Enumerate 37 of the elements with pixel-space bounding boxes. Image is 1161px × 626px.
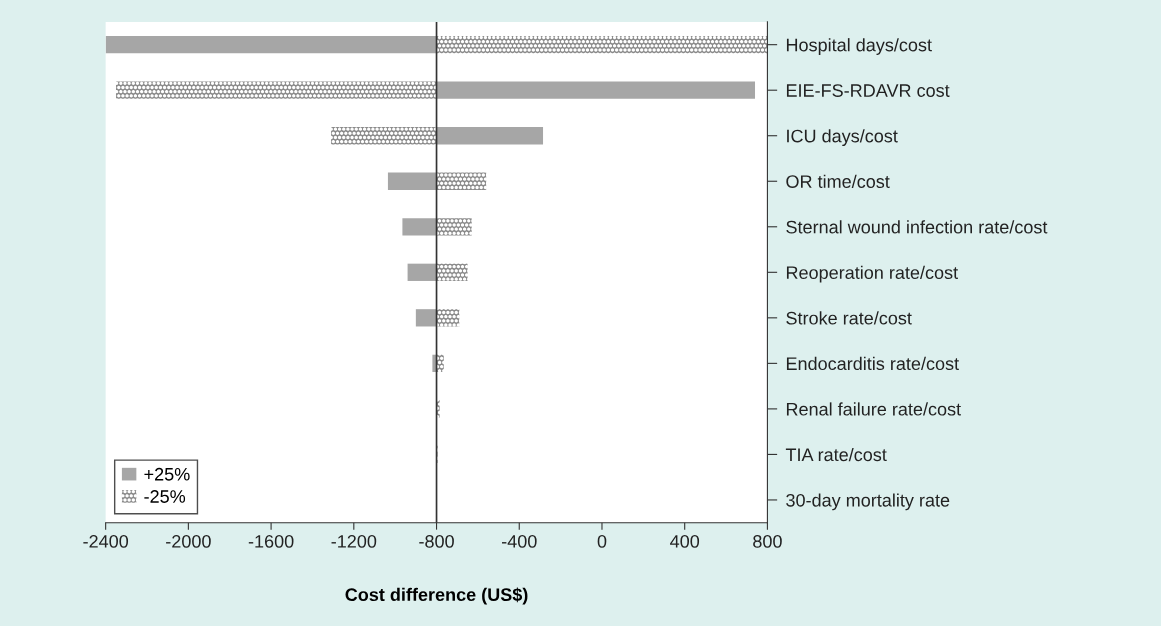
x-axis-title: Cost difference (US$)	[345, 587, 528, 605]
x-tick-label: -2400	[83, 534, 129, 548]
bar	[105, 36, 437, 54]
legend-label: -25%	[144, 490, 186, 503]
x-tick-label: 400	[670, 534, 700, 548]
y-tick-label: TIA rate/cost	[785, 447, 887, 462]
bar	[331, 127, 437, 145]
legend-label: +25%	[144, 467, 190, 481]
y-tick-label: OR time/cost	[786, 174, 890, 188]
bar	[115, 81, 437, 99]
bar	[407, 263, 437, 281]
y-tick-label: Reoperation rate/cost	[786, 265, 958, 283]
bar	[436, 36, 768, 54]
y-tick-label: Hospital days/cost	[786, 38, 932, 55]
bar	[436, 81, 756, 99]
y-tick-label: Endocarditis rate/cost	[786, 356, 959, 371]
y-tick-label: Sternal wound infection rate/cost	[786, 220, 1048, 234]
x-tick-label: -1600	[248, 534, 294, 548]
bar	[436, 263, 468, 281]
y-tick-label: EIE-FS-RDAVR cost	[786, 84, 950, 97]
bar	[387, 172, 437, 190]
y-tick-label: Renal failure rate/cost	[786, 402, 961, 416]
x-tick-label: -800	[419, 534, 454, 548]
bar	[436, 127, 544, 145]
x-tick-label: -1200	[331, 534, 377, 548]
y-tick-label: ICU days/cost	[787, 129, 898, 147]
x-tick-label: -2000	[166, 534, 211, 548]
x-tick-label: 0	[597, 534, 607, 548]
bar	[415, 309, 437, 327]
bar	[436, 309, 460, 327]
bar	[402, 218, 437, 236]
x-tick-label: 800	[753, 534, 782, 548]
y-tick-label: 30-day mortality rate	[786, 493, 950, 511]
x-tick-label: -400	[501, 534, 537, 548]
bar	[436, 172, 487, 190]
y-tick-label: Stroke rate/cost	[786, 311, 912, 325]
bar	[436, 218, 472, 236]
